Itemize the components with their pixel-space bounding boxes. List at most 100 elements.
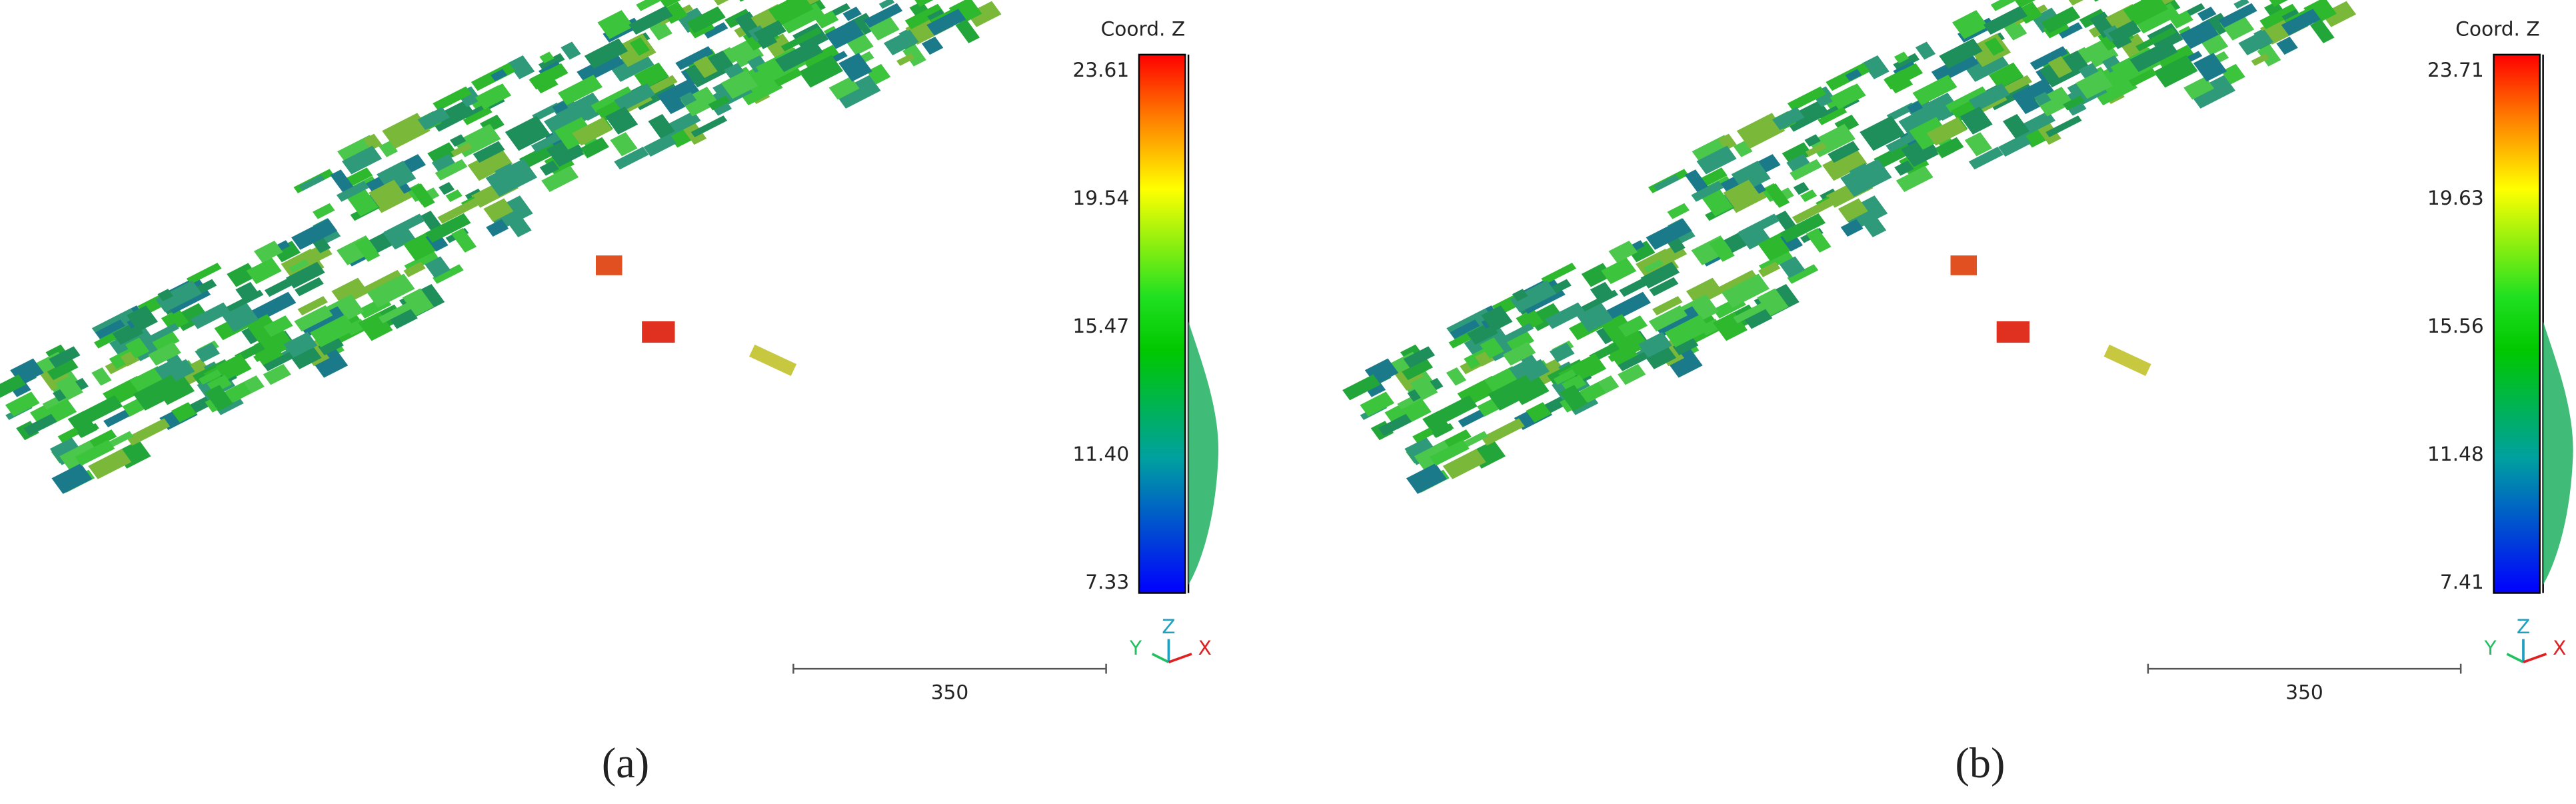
building: [126, 305, 158, 332]
building: [294, 305, 333, 332]
building: [432, 264, 464, 284]
building: [1984, 37, 2005, 56]
building: [2002, 114, 2030, 139]
building: [1951, 100, 1980, 122]
building: [614, 147, 649, 170]
building: [814, 10, 839, 29]
building: [1886, 132, 1917, 153]
building: [1840, 219, 1864, 237]
building: [88, 449, 132, 479]
building: [1684, 169, 1709, 193]
building: [1779, 256, 1806, 278]
building: [552, 101, 569, 114]
building: [1410, 375, 1438, 401]
axis-x-label: X: [1198, 636, 1212, 659]
building: [341, 145, 383, 175]
building: [1792, 197, 1835, 224]
building: [1686, 277, 1724, 307]
building: [1983, 5, 2027, 35]
caption: (b): [1955, 739, 2005, 787]
building: [1492, 323, 1534, 348]
building: [1646, 218, 1692, 250]
building: [838, 53, 872, 82]
building: [433, 86, 472, 111]
building: [1402, 359, 1434, 381]
building: [574, 92, 607, 121]
building: [1360, 391, 1395, 417]
building: [1619, 276, 1652, 297]
building: [1758, 261, 1781, 277]
building: [2041, 6, 2081, 33]
building-red: [642, 321, 675, 343]
building: [2153, 55, 2198, 88]
building: [161, 309, 189, 332]
building: [1784, 100, 1830, 132]
building: [842, 7, 862, 21]
building: [1618, 350, 1652, 371]
building: [648, 114, 675, 139]
building: [1403, 346, 1436, 369]
building: [386, 303, 418, 329]
building: [1723, 179, 1761, 209]
building: [1939, 38, 1983, 69]
building: [1775, 211, 1798, 233]
building: [2033, 91, 2051, 106]
building: [834, 75, 881, 109]
building: [2218, 3, 2257, 28]
building: [47, 359, 79, 381]
panel: Coord. Z 23.61 19.54 15.47 11.40 7.33 350 YZX (a…: [0, 0, 1219, 787]
building: [49, 346, 81, 369]
building: [904, 3, 944, 29]
building: [1667, 203, 1690, 219]
building: [126, 418, 171, 446]
building: [1782, 142, 1813, 166]
axis-z-label: Z: [1162, 615, 1175, 638]
building: [1818, 107, 1848, 125]
building: [263, 350, 297, 371]
building: [83, 395, 123, 423]
building: [1541, 263, 1577, 285]
building: [1990, 0, 2025, 11]
building: [222, 303, 259, 333]
building: [2045, 115, 2082, 137]
building: [1648, 305, 1688, 332]
building: [1951, 10, 1989, 39]
building: [1787, 86, 1826, 111]
building: [1480, 418, 1525, 446]
building: [1342, 374, 1381, 401]
building: [1786, 153, 1813, 175]
building: [1640, 261, 1680, 289]
axis-x-label: X: [2553, 636, 2566, 659]
building: [449, 134, 467, 147]
building: [686, 6, 726, 33]
building: [1790, 159, 1822, 181]
building: [1442, 449, 1486, 479]
building: [1608, 240, 1638, 263]
building: [1780, 213, 1826, 243]
building: [735, 0, 779, 2]
colorbar-title: Coord. Z: [1101, 17, 1186, 40]
building: [367, 273, 415, 308]
building: [382, 113, 431, 149]
colorbar: [1138, 53, 1186, 594]
building-yellow: [749, 344, 797, 377]
colorbar-tick-label: 15.56: [2427, 314, 2484, 337]
building: [544, 103, 592, 137]
building: [23, 413, 57, 436]
axis-x: [1168, 653, 1192, 663]
building: [318, 336, 344, 355]
axis-y-label: Y: [1129, 636, 1142, 659]
building: [909, 1, 929, 17]
building: [878, 0, 895, 9]
colorbar: [2493, 53, 2541, 594]
colorbar-tick-label: 23.71: [2427, 58, 2484, 81]
building: [656, 78, 704, 115]
building: [1576, 303, 1614, 333]
building: [1551, 279, 1572, 294]
building: [383, 213, 425, 239]
building: [420, 211, 443, 233]
building: [425, 213, 471, 243]
building: [77, 423, 99, 438]
building: [331, 277, 369, 307]
